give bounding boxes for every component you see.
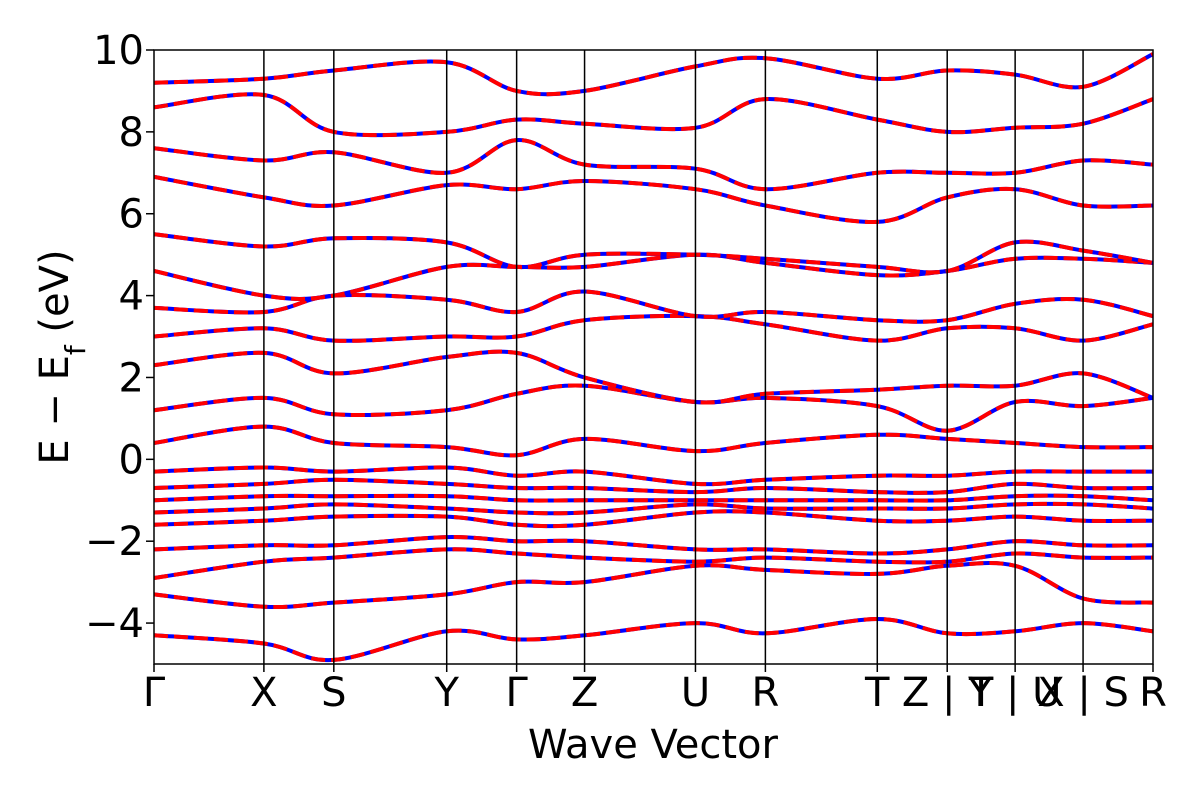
x-tick-label: T (864, 670, 890, 716)
x-axis-label: Wave Vector (528, 722, 779, 768)
x-tick-label: Z (571, 670, 598, 716)
plot-frame (153, 49, 1154, 665)
y-tick-label: −2 (85, 519, 144, 565)
y-axis-label: E − Ef (eV) (32, 249, 92, 464)
x-tick-label: Y (433, 670, 459, 716)
y-tick-label: 6 (119, 192, 144, 238)
x-tick-label: X (250, 670, 277, 716)
x-tick-label: T | U (968, 670, 1062, 716)
x-tick-label: X | S (1037, 670, 1129, 716)
band-line-red (154, 477, 1153, 495)
y-axis-ticks: −4 −2 0 2 4 6 8 10 (85, 28, 154, 647)
band-line-red (154, 535, 1153, 556)
band-line-red (154, 501, 1153, 516)
y-tick-label: −4 (85, 601, 144, 647)
y-tick-label: 4 (119, 274, 144, 320)
high-symmetry-lines (263, 50, 1084, 664)
band-line-red (154, 92, 1153, 138)
y-tick-label: 8 (119, 110, 144, 156)
band-line-red (154, 349, 1153, 405)
x-tick-label: U (681, 670, 710, 716)
band-line-red (154, 465, 1153, 487)
y-tick-label: 10 (93, 28, 144, 74)
x-tick-label: S (321, 670, 346, 716)
y-axis-label-subscript: f (59, 344, 92, 355)
band-line-red (154, 493, 1153, 503)
y-axis-label-unit: (eV) (32, 249, 78, 345)
x-tick-label: R (751, 670, 779, 716)
y-tick-label: 0 (119, 437, 144, 483)
y-axis-label-main: E − E (32, 355, 78, 465)
x-tick-label: R (1139, 670, 1167, 716)
x-tick-label: Γ (143, 670, 166, 716)
x-tick-label: Z | Y (902, 670, 993, 716)
x-tick-label: Γ (505, 670, 528, 716)
y-tick-label: 2 (119, 355, 144, 401)
band-line-red (154, 509, 1153, 529)
